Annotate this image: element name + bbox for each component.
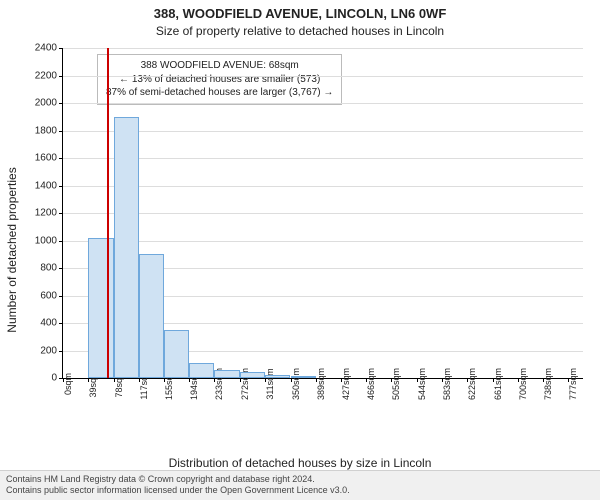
y-tick	[59, 323, 63, 324]
plot-area: 388 WOODFIELD AVENUE: 68sqm← 13% of deta…	[62, 48, 583, 379]
y-tick-label: 1600	[35, 153, 57, 164]
y-tick-label: 200	[40, 345, 57, 356]
y-tick	[59, 268, 63, 269]
gridline-h	[63, 48, 583, 49]
histogram-bar	[214, 370, 239, 378]
histogram-bar	[240, 372, 265, 378]
y-tick	[59, 296, 63, 297]
gridline-h	[63, 213, 583, 214]
y-tick	[59, 241, 63, 242]
y-tick-label: 2400	[35, 43, 57, 54]
chart-title-line2: Size of property relative to detached ho…	[0, 24, 600, 38]
y-tick	[59, 213, 63, 214]
annotation-callout: 388 WOODFIELD AVENUE: 68sqm← 13% of deta…	[97, 54, 342, 105]
x-tick-label: 622sqm	[467, 368, 477, 400]
attribution-line-2: Contains public sector information licen…	[6, 485, 594, 497]
y-tick-label: 1800	[35, 125, 57, 136]
property-size-chart: 388, WOODFIELD AVENUE, LINCOLN, LN6 0WF …	[0, 0, 600, 500]
y-tick-label: 800	[40, 263, 57, 274]
attribution-line-1: Contains HM Land Registry data © Crown c…	[6, 474, 594, 486]
y-tick	[59, 48, 63, 49]
y-tick-label: 1200	[35, 208, 57, 219]
gridline-h	[63, 158, 583, 159]
y-axis-label: Number of detached properties	[5, 150, 19, 350]
histogram-bar	[139, 254, 164, 378]
y-tick-label: 400	[40, 318, 57, 329]
annotation-line: 87% of semi-detached houses are larger (…	[106, 86, 333, 100]
chart-title-line1: 388, WOODFIELD AVENUE, LINCOLN, LN6 0WF	[0, 6, 600, 21]
x-tick-label: 466sqm	[366, 368, 376, 400]
x-tick-label: 583sqm	[442, 368, 452, 400]
histogram-bar	[265, 375, 290, 378]
histogram-bar	[291, 376, 316, 378]
x-tick-label: 350sqm	[291, 368, 301, 400]
x-tick-label: 427sqm	[341, 368, 351, 400]
x-tick-label: 505sqm	[391, 368, 401, 400]
y-tick-label: 0	[51, 373, 57, 384]
x-axis-label: Distribution of detached houses by size …	[0, 456, 600, 470]
y-tick	[59, 351, 63, 352]
y-tick	[59, 76, 63, 77]
histogram-bar	[114, 117, 139, 378]
gridline-h	[63, 131, 583, 132]
y-tick-label: 1000	[35, 235, 57, 246]
y-tick	[59, 103, 63, 104]
attribution-footer: Contains HM Land Registry data © Crown c…	[0, 470, 600, 500]
x-tick-label: 661sqm	[493, 368, 503, 400]
x-tick-label: 0sqm	[63, 373, 73, 395]
x-tick-label: 777sqm	[568, 368, 578, 400]
x-tick-label: 389sqm	[316, 368, 326, 400]
x-tick-label: 311sqm	[265, 368, 275, 399]
gridline-h	[63, 186, 583, 187]
y-tick	[59, 131, 63, 132]
y-tick-label: 600	[40, 290, 57, 301]
y-tick-label: 2000	[35, 98, 57, 109]
y-tick	[59, 158, 63, 159]
property-marker-line	[107, 48, 109, 378]
histogram-bar	[88, 238, 113, 378]
x-tick-label: 700sqm	[518, 368, 528, 400]
histogram-bar	[189, 363, 214, 378]
y-tick-label: 2200	[35, 70, 57, 81]
gridline-h	[63, 241, 583, 242]
x-tick-label: 544sqm	[417, 368, 427, 400]
y-tick	[59, 186, 63, 187]
gridline-h	[63, 103, 583, 104]
y-tick-label: 1400	[35, 180, 57, 191]
gridline-h	[63, 76, 583, 77]
histogram-bar	[164, 330, 189, 378]
x-tick-label: 738sqm	[543, 368, 553, 400]
annotation-line: 388 WOODFIELD AVENUE: 68sqm	[106, 59, 333, 73]
